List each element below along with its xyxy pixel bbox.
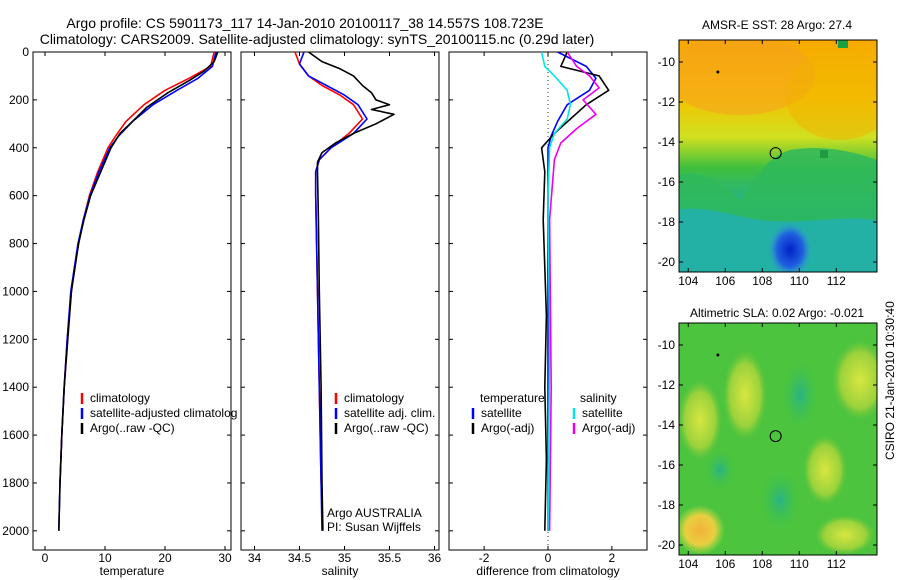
x-tick-label: 10 xyxy=(98,551,112,565)
x-tick-label: 36 xyxy=(428,551,442,565)
legend-label: satellite adj. clim. xyxy=(344,406,435,420)
salinity-xlabel: salinity xyxy=(322,564,359,578)
series-line-sat_sal xyxy=(540,52,572,531)
y-tick-label: 1600 xyxy=(2,428,29,442)
x-tick-label: 112 xyxy=(827,274,846,288)
salinity-panel: 34 34.5 35 35.5 36 salinity climatologysatel… xyxy=(240,51,442,578)
x-tick-label: 110 xyxy=(790,274,809,288)
temperature-xlabel: temperature xyxy=(100,564,165,578)
argo-position-marker xyxy=(769,147,782,160)
x-tick-label: 110 xyxy=(790,557,809,571)
legend-label: Argo(..raw -QC) xyxy=(344,421,429,435)
title-line-1: Argo profile: CS 5901173_117 14-Jan-2010… xyxy=(66,15,543,31)
x-tick-label: 0 xyxy=(42,551,49,565)
argo-position-marker xyxy=(769,430,782,443)
y-tick-label: -12 xyxy=(658,378,676,392)
x-tick-label: 35 xyxy=(338,551,352,565)
sst-map-title: AMSR-E SST: 28 Argo: 27.4 xyxy=(702,18,852,32)
y-tick-label: -12 xyxy=(658,95,676,109)
temperature-panel: 0 10 20 30 0 200 400 600 800 1000 1200 1400 1600 1800… xyxy=(2,45,237,578)
x-tick-label: 20 xyxy=(158,551,172,565)
y-tick-label: -20 xyxy=(658,538,676,552)
y-tick-label: 1200 xyxy=(2,332,29,346)
y-tick-label: -10 xyxy=(658,338,676,352)
y-tick-label: 1400 xyxy=(2,380,29,394)
y-tick-label: -16 xyxy=(658,458,676,472)
series-line-argo xyxy=(540,52,610,531)
legend-label: satellite xyxy=(481,406,522,420)
x-tick-label: 0 xyxy=(545,551,552,565)
legend-label: Argo(..raw -QC) xyxy=(90,421,175,435)
x-tick-label: 112 xyxy=(827,557,846,571)
difference-xlabel: difference from climatology xyxy=(476,564,619,578)
x-tick-label: 104 xyxy=(678,274,698,288)
y-tick-label: -16 xyxy=(658,175,676,189)
series-line-argo_sal xyxy=(548,52,600,531)
y-tick-label: -18 xyxy=(658,498,676,512)
difference-panel: -2 0 2 difference from climatology tempera… xyxy=(448,51,648,578)
y-tick-label: -20 xyxy=(658,255,676,269)
series-line-argo xyxy=(308,52,395,531)
argo-australia-label: Argo AUSTRALIA xyxy=(327,506,422,520)
y-tick-label: 1000 xyxy=(2,284,29,298)
y-tick-label: 0 xyxy=(22,45,29,59)
legend-label: Argo(-adj) xyxy=(582,421,635,435)
x-tick-label: 104 xyxy=(678,557,698,571)
x-tick-label: 108 xyxy=(752,557,772,571)
series-line-sat xyxy=(58,52,217,531)
x-tick-label: 2 xyxy=(609,551,616,565)
legend-label: Argo(-adj) xyxy=(481,421,534,435)
sla-map: Altimetric SLA: 0.02 Argo: -0.021 104 106… xyxy=(658,306,878,571)
pi-label: PI: Susan Wijffels xyxy=(327,520,421,534)
y-tick-label: 200 xyxy=(9,93,29,107)
title-line-2: Climatology: CARS2009. Satellite-adjuste… xyxy=(40,31,595,47)
sla-map-title: Altimetric SLA: 0.02 Argo: -0.021 xyxy=(690,306,864,320)
series-line-sat xyxy=(547,52,597,531)
series-line-argo xyxy=(58,52,219,531)
y-tick-label: 1800 xyxy=(2,476,29,490)
x-tick-label: 30 xyxy=(218,551,232,565)
x-tick-label: 35.5 xyxy=(378,551,402,565)
y-tick-label: 800 xyxy=(9,237,29,251)
legend-salinity-title: salinity xyxy=(580,391,617,405)
legend-label: climatology xyxy=(344,391,404,405)
series-line-sat xyxy=(298,52,368,531)
sla-field xyxy=(679,323,877,555)
y-tick-label: 600 xyxy=(9,189,29,203)
y-tick-label: 400 xyxy=(9,141,29,155)
sst-field xyxy=(679,40,877,272)
legend-label: satellite-adjusted climatolog xyxy=(90,406,237,420)
track-dot xyxy=(716,353,720,357)
y-tick-label: 2000 xyxy=(2,524,29,538)
sst-map: AMSR-E SST: 28 Argo: 27.4 104 106 108 110 11… xyxy=(658,18,878,288)
x-tick-label: 34.5 xyxy=(288,551,312,565)
y-tick-label: -14 xyxy=(658,135,676,149)
y-tick-label: -14 xyxy=(658,418,676,432)
y-tick-label: -10 xyxy=(658,55,676,69)
legend-label: satellite xyxy=(582,406,623,420)
legend-temperature-title: temperature xyxy=(480,391,545,405)
track-dot xyxy=(716,70,720,74)
x-tick-label: 108 xyxy=(752,274,772,288)
x-tick-label: 106 xyxy=(715,557,735,571)
credit-label: CSIRO 21-Jan-2010 10:30:40 xyxy=(883,301,897,460)
y-tick-label: -18 xyxy=(658,215,676,229)
x-tick-label: 106 xyxy=(715,274,735,288)
legend-label: climatology xyxy=(90,391,150,405)
x-tick-label: 34 xyxy=(248,551,262,565)
x-tick-label: -2 xyxy=(479,551,490,565)
